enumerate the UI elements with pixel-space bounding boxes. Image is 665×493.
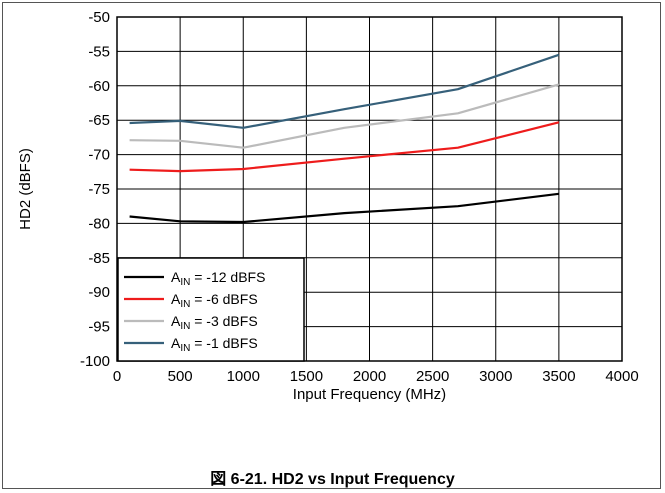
y-axis-title: HD2 (dBFS) xyxy=(17,148,34,230)
plot-border xyxy=(116,16,623,362)
legend-entry-3: AIN = -1 dBFS xyxy=(171,335,258,354)
figure-frame xyxy=(2,2,661,489)
y-tick-label: -85 xyxy=(88,250,110,267)
y-tick-label: -50 xyxy=(88,9,110,26)
y-tick-label: -55 xyxy=(88,43,110,60)
x-tick-label: 1000 xyxy=(227,368,260,385)
x-tick-label: 500 xyxy=(168,368,193,385)
y-tick-label: -95 xyxy=(88,319,110,336)
y-tick-label: -60 xyxy=(88,78,110,95)
tick-labels: 0 500 1000 1500 2000 2500 3000 3500 4000 -50 -55 -6… xyxy=(80,9,639,385)
x-axis-title: Input Frequency (MHz) xyxy=(293,386,446,403)
y-tick-label: -65 xyxy=(88,112,110,129)
x-tick-label: 0 xyxy=(113,368,121,385)
y-tick-label: -80 xyxy=(88,215,110,232)
y-tick-label: -100 xyxy=(80,353,110,370)
series-line-1 xyxy=(129,121,560,173)
series-line-2 xyxy=(129,83,560,149)
x-tick-label: 2000 xyxy=(353,368,386,385)
x-tick-label: 4000 xyxy=(605,368,638,385)
x-tick-label: 3500 xyxy=(542,368,575,385)
series-line-0 xyxy=(129,192,560,224)
legend-entry-1: AIN = -6 dBFS xyxy=(171,291,258,310)
y-tick-label: -75 xyxy=(88,181,110,198)
legend-entry-2: AIN = -3 dBFS xyxy=(171,313,258,332)
figure-caption: 図 6-21. HD2 vs Input Frequency xyxy=(210,471,455,488)
legend: AIN = -12 dBFS AIN = -6 dBFS AIN = -3 dBFS… xyxy=(117,257,305,362)
series-lines xyxy=(129,53,560,224)
x-tick-label: 2500 xyxy=(416,368,449,385)
x-tick-label: 1500 xyxy=(290,368,323,385)
y-tick-label: -90 xyxy=(88,284,110,301)
y-tick-label: -70 xyxy=(88,147,110,164)
legend-entry-0: AIN = -12 dBFS xyxy=(171,269,265,288)
series-line-3 xyxy=(129,53,560,129)
x-tick-label: 3000 xyxy=(479,368,512,385)
